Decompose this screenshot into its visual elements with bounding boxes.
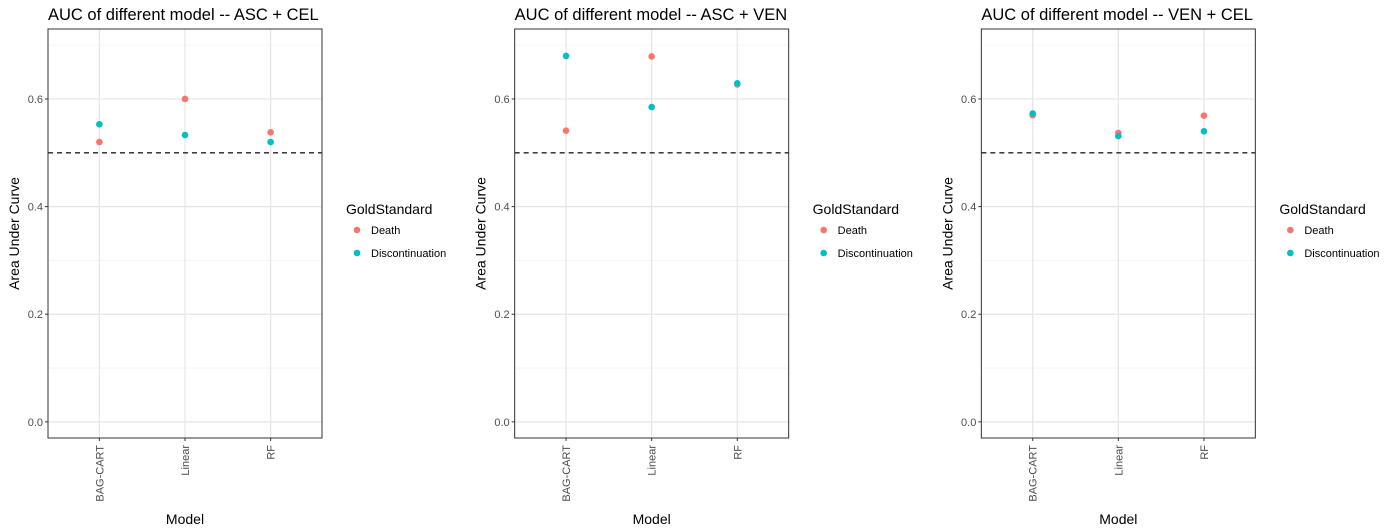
legend-label-death: Death [838, 225, 867, 237]
y-tick-label: 0.4 [494, 202, 509, 214]
y-tick-label: 0.6 [961, 94, 976, 106]
x-axis-title: Model [633, 511, 671, 527]
legend-title: GoldStandard [813, 201, 899, 217]
data-point-discontinuation-linear [181, 131, 189, 139]
legend-key-death [353, 226, 361, 234]
data-point-discontinuation-rf [733, 80, 741, 87]
x-tick-label: RF [1199, 445, 1211, 460]
data-point-death-bag-cart [96, 138, 103, 146]
legend-label-discontinuation: Discontinuation [1304, 248, 1379, 260]
y-tick-label: 0.6 [494, 94, 509, 106]
data-point-discontinuation-linear [1115, 132, 1122, 140]
legend-key-discontinuation [820, 249, 827, 257]
chart-panel-3: 0.0 0.2 0.4 0.6 BAG-CART Linear RF AUC of diffe… [939, 6, 1379, 527]
x-tick-label: Linear [180, 445, 192, 476]
x-tick-label: BAG-CART [1028, 445, 1040, 502]
legend-title: GoldStandard [346, 201, 432, 217]
x-tick-label: Linear [647, 445, 659, 476]
chart-panel-2: 0.0 0.2 0.4 0.6 BAG-CART Linear RF AUC of diffe… [473, 6, 913, 527]
data-point-discontinuation-rf [1200, 127, 1208, 135]
y-tick-label: 0.4 [961, 202, 976, 214]
legend-label-death: Death [1304, 225, 1333, 237]
data-point-death-rf [267, 129, 274, 136]
y-tick-label: 0.0 [28, 417, 43, 429]
y-tick-label: 0.0 [494, 417, 509, 429]
y-tick-label: 0.2 [28, 309, 43, 321]
chart-title: AUC of different model -- ASC + VEN [515, 6, 788, 24]
chart-panel-1: 0.0 0.2 0.4 0.6 BAG-CART Linear RF AUC of diffe… [6, 6, 446, 527]
legend: GoldStandard Death Discontinuation [1279, 201, 1379, 260]
legend-key-discontinuation [1287, 249, 1294, 257]
x-tick-label: RF [732, 445, 744, 460]
x-tick-label: BAG-CART [561, 445, 573, 502]
y-tick-label: 0.6 [28, 94, 43, 106]
data-point-discontinuation-bag-cart [1029, 110, 1037, 117]
legend-label-discontinuation: Discontinuation [838, 248, 913, 260]
data-point-discontinuation-linear [648, 103, 655, 111]
legend-label-discontinuation: Discontinuation [371, 248, 446, 260]
data-point-discontinuation-bag-cart [96, 120, 103, 128]
data-point-discontinuation-bag-cart [562, 52, 570, 60]
y-axis-title: Area Under Curve [939, 177, 955, 290]
y-tick-label: 0.2 [961, 309, 976, 321]
y-tick-label: 0.2 [494, 309, 509, 321]
legend: GoldStandard Death Discontinuation [346, 201, 446, 260]
x-axis-title: Model [166, 511, 204, 527]
y-tick-label: 0.4 [28, 202, 43, 214]
legend-label-death: Death [371, 225, 400, 237]
legend-key-death [820, 226, 827, 234]
legend-title: GoldStandard [1279, 201, 1365, 217]
y-tick-label: 0.0 [961, 417, 976, 429]
x-tick-label: BAG-CART [94, 445, 106, 502]
data-point-death-bag-cart [562, 127, 570, 135]
y-axis-title: Area Under Curve [473, 177, 489, 290]
legend-key-death [1287, 226, 1294, 234]
legend-key-discontinuation [353, 249, 361, 257]
y-axis-title: Area Under Curve [6, 177, 22, 290]
x-tick-label: Linear [1113, 445, 1125, 476]
chart-title: AUC of different model -- VEN + CEL [981, 6, 1253, 24]
data-point-discontinuation-rf [267, 138, 274, 146]
x-tick-label: RF [266, 445, 278, 460]
data-point-death-rf [1200, 112, 1208, 119]
x-axis-title: Model [1099, 511, 1137, 527]
data-point-death-linear [648, 53, 655, 60]
data-point-death-linear [181, 95, 189, 103]
chart-title: AUC of different model -- ASC + CEL [48, 6, 319, 24]
legend: GoldStandard Death Discontinuation [813, 201, 913, 260]
